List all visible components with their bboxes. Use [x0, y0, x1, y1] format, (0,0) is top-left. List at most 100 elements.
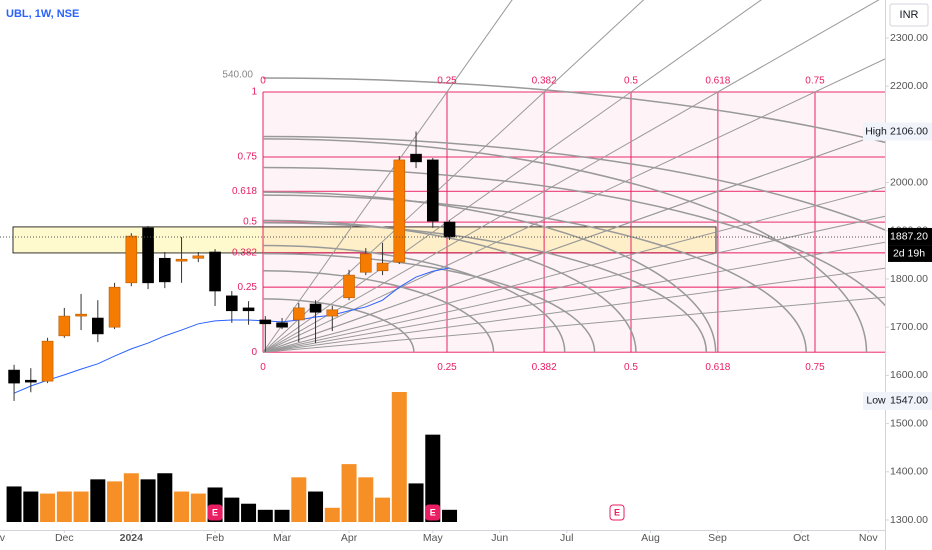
fan-arc [262, 77, 885, 144]
marker-name-box [863, 391, 889, 410]
x-tick-label: Dec [55, 532, 74, 544]
fan-line [262, 241, 885, 353]
y-tick-label: 2000.00 [890, 176, 928, 188]
y-tick-label: 1400.00 [890, 466, 928, 478]
fan-arc [262, 166, 885, 307]
x-tick-label: Nov [0, 532, 6, 544]
volume-bar [40, 493, 56, 522]
candle-body [359, 253, 372, 273]
fib-level-label: 0 [251, 347, 257, 358]
currency-box[interactable] [889, 3, 929, 27]
fib-level-label: 0.618 [232, 186, 257, 197]
y-tick-label: 1800.00 [890, 273, 928, 285]
chart-title: UBL, 1W, NSE [6, 8, 79, 20]
fib-level-label: 0.5 [243, 217, 257, 228]
volume-bar [341, 464, 357, 522]
price-tag [888, 122, 932, 141]
earnings-label: E [212, 507, 218, 517]
price-tag-label: 1887.20 [890, 231, 928, 243]
candle-body [108, 286, 121, 328]
x-tick-label: Apr [341, 532, 358, 544]
candle-body [426, 159, 439, 222]
fib-time-label: 0.5 [624, 362, 638, 373]
fib-level-label: 0.382 [232, 247, 257, 258]
volume-bar [174, 491, 190, 522]
fan-arc [262, 222, 708, 353]
fib-time-label: 0.382 [532, 76, 557, 87]
fib-time-label: 0 [260, 76, 266, 87]
fib-time-label: 0.618 [705, 362, 730, 373]
earnings-marker [609, 504, 625, 521]
fan-line [262, 58, 885, 353]
volume-bar [408, 483, 424, 522]
y-tick-label: 1500.00 [890, 417, 928, 429]
x-tick-label: Sep [708, 532, 727, 544]
x-tick-label: Mar [273, 532, 292, 544]
candle-body [410, 153, 422, 163]
marker-name-box [863, 122, 889, 141]
fan-line [262, 0, 880, 353]
volume-bar [324, 507, 340, 522]
fan-arc [262, 138, 868, 353]
fan-arc [262, 194, 807, 353]
fan-line [262, 0, 513, 353]
y-tick-label: 2200.00 [890, 80, 928, 92]
fib-time-label: 0.75 [805, 76, 825, 87]
fib-time-label: 0.75 [805, 362, 825, 373]
volume-bar [190, 493, 206, 522]
y-tick-label: 2300.00 [890, 32, 928, 44]
countdown-box [888, 245, 932, 262]
x-tick-label: Jul [560, 532, 573, 544]
volume-bar [140, 479, 156, 522]
candle-body [8, 369, 20, 384]
volume-bar [73, 491, 89, 522]
volume-bar [391, 392, 407, 522]
volume-bar [375, 497, 391, 522]
candle-body [393, 159, 406, 263]
fib-time-label: 0.5 [624, 76, 638, 87]
marker-name: High [865, 125, 887, 137]
earnings-marker [425, 504, 441, 521]
y-tick-label: 1300.00 [890, 514, 928, 526]
candle-body [226, 295, 238, 312]
volume-bar [23, 491, 39, 522]
fib-level-label: 1 [251, 87, 257, 98]
candle-body [343, 274, 355, 299]
volume-bar [291, 477, 307, 522]
volume-bar [56, 491, 72, 522]
volume-bar [107, 481, 123, 522]
fan-line [262, 131, 885, 353]
fan-line [262, 0, 762, 353]
fib-level-label: 0.25 [238, 282, 258, 293]
y-tick-label: 1700.00 [890, 321, 928, 333]
x-tick-label: Oct [793, 532, 809, 544]
fan-line [262, 296, 885, 353]
price-tag-label: 2106.00 [890, 125, 928, 137]
volume-bar [425, 434, 441, 522]
fan-line [262, 267, 885, 353]
candle-body [142, 227, 154, 284]
volume-bar [257, 509, 273, 522]
fan-line [262, 0, 645, 353]
volume-bar [224, 497, 240, 522]
volume-bar [358, 477, 374, 522]
earnings-label: E [430, 507, 436, 517]
candle-body [75, 313, 87, 317]
candle-body [292, 307, 305, 321]
candle-body [159, 257, 171, 283]
volume-bar [90, 479, 106, 522]
candle-body [242, 307, 255, 312]
y-tick-label: 1600.00 [890, 369, 928, 381]
fan-line [262, 215, 885, 353]
volume-bar [308, 491, 324, 522]
volume-bar [442, 509, 458, 522]
currency: INR [900, 9, 919, 21]
candle-body [58, 315, 71, 337]
candle-body [309, 303, 322, 313]
x-tick-label: Jun [491, 532, 508, 544]
candle-body [125, 235, 138, 284]
candle-body [443, 221, 456, 238]
earnings-label: E [614, 507, 620, 517]
x-tick-label: Aug [641, 532, 660, 544]
